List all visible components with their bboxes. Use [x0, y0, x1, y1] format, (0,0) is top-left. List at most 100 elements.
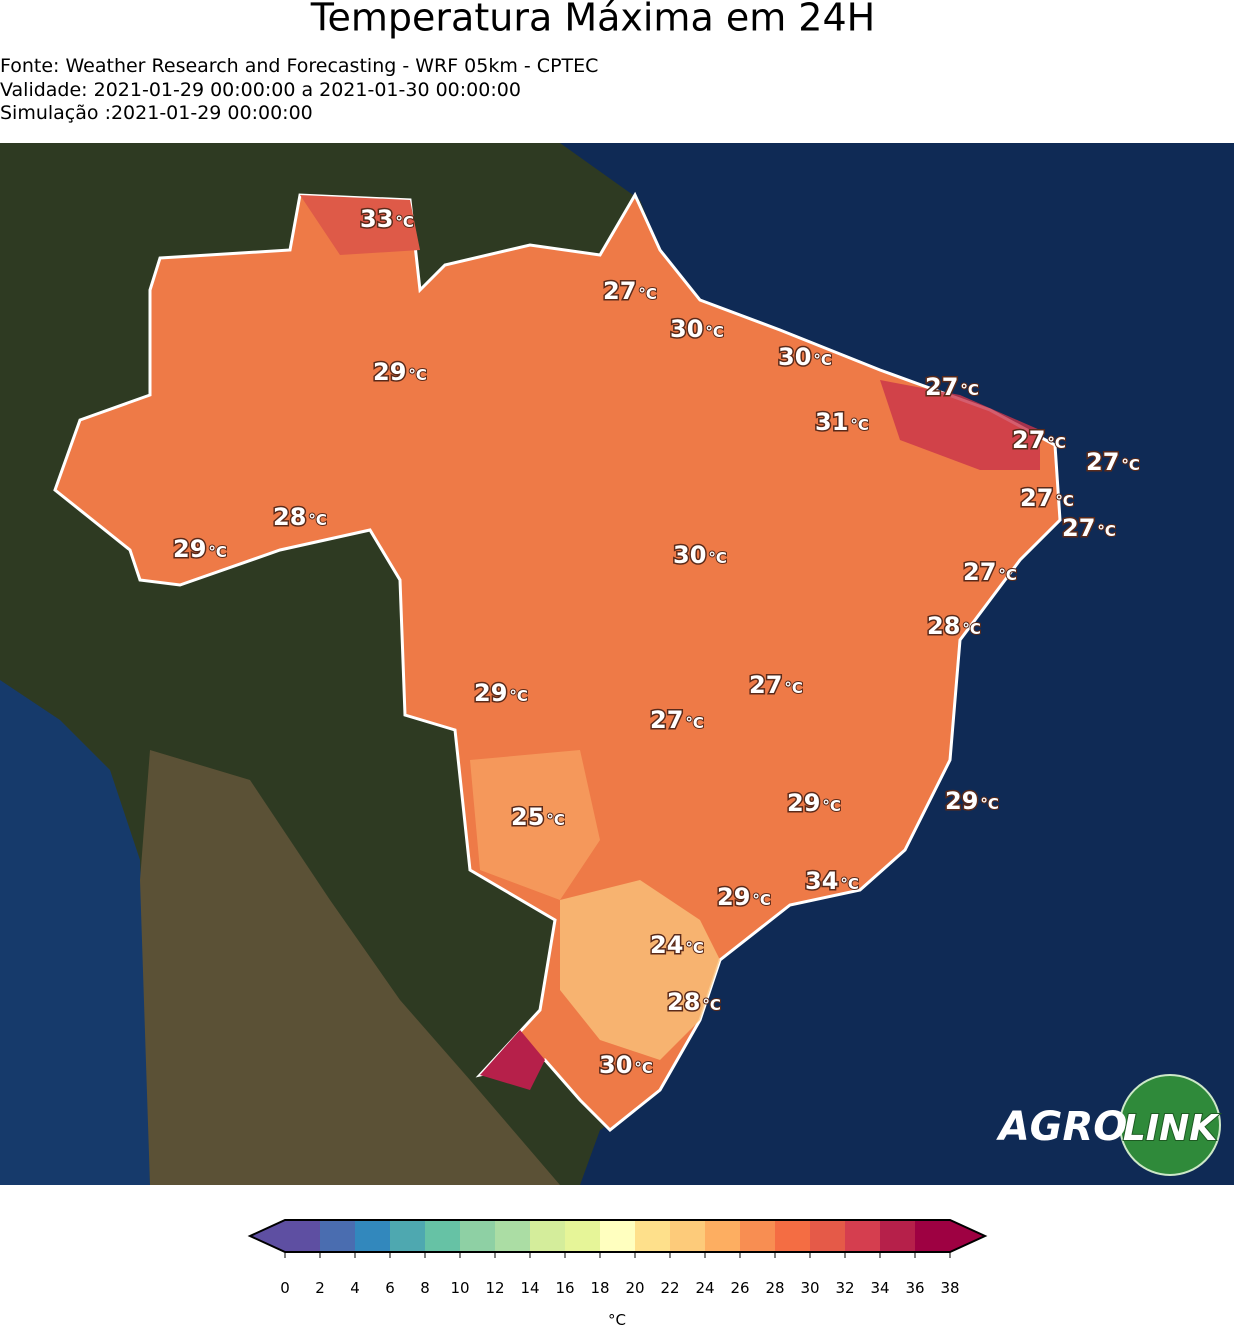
temperature-value: 29 [787, 789, 820, 817]
temperature-label: 27 °C [1012, 426, 1066, 454]
colorbar-max-arrow [950, 1220, 985, 1252]
temperature-unit: °C [705, 323, 724, 341]
temperature-unit: °C [1055, 492, 1074, 510]
colorbar-tick-label: 36 [905, 1279, 924, 1297]
temperature-unit: °C [395, 213, 414, 231]
temperature-unit: °C [822, 797, 841, 815]
colorbar-segment [810, 1220, 846, 1252]
simulation: Simulação :2021-01-29 00:00:00 [0, 102, 313, 124]
temperature-unit: °C [708, 549, 727, 567]
temperature-value: 29 [717, 883, 750, 911]
colorbar-tick-label: 24 [695, 1279, 714, 1297]
colorbar-segment [355, 1220, 391, 1252]
temperature-label: 27 °C [925, 373, 979, 401]
logo-text: LINK [1123, 1108, 1220, 1149]
temperature-label: 30 °C [670, 315, 724, 343]
colorbar-tick-label: 2 [315, 1279, 325, 1297]
temperature-value: 28 [927, 612, 960, 640]
temperature-unit: °C [1097, 522, 1116, 540]
colorbar-tick-label: 30 [800, 1279, 819, 1297]
temperature-unit: °C [408, 366, 427, 384]
temperature-value: 30 [599, 1051, 632, 1079]
temperature-value: 29 [373, 358, 406, 386]
colorbar: 0 2 4 6 8 10 12 14 16 18 20 22 24 26 28 30 32 34 36 38°C [247, 1219, 988, 1327]
temperature-label: 28 °C [273, 503, 327, 531]
temperature-label: 28 °C [667, 988, 721, 1016]
temperature-value: 29 [474, 679, 507, 707]
colorbar-segment [285, 1220, 321, 1252]
temperature-value: 31 [815, 408, 848, 436]
colorbar-segment [845, 1220, 881, 1252]
temperature-unit: °C [685, 714, 704, 732]
colorbar-tick-label: 38 [940, 1279, 959, 1297]
colorbar-segment [635, 1220, 671, 1252]
labels: 33 °C27 °C30 °C30 °C29 °C 27 °C31 °C27 °C27 °C27 °C… [172, 204, 1141, 1081]
temperature-unit: °C [850, 416, 869, 434]
temperature-unit: °C [1121, 456, 1140, 474]
colorbar-tick-label: 6 [385, 1279, 395, 1297]
pacific-ocean [0, 680, 150, 1185]
hot-area [880, 380, 1040, 470]
temperature-unit: °C [308, 511, 327, 529]
colorbar-segment [775, 1220, 811, 1252]
temperature-unit: °C [960, 381, 979, 399]
temperature-label: 28 °C [927, 612, 981, 640]
colorbar-tick-label: 22 [660, 1279, 679, 1297]
colorbar-tick-label: 34 [870, 1279, 889, 1297]
temperature-unit: °C [752, 891, 771, 909]
temperature-label: 27 °C [749, 671, 803, 699]
colorbar-segment [425, 1220, 461, 1252]
colorbar-segment [460, 1220, 496, 1252]
logo: AGRO LINK [996, 1074, 1221, 1176]
temperature-value: 29 [945, 787, 978, 815]
andes-region [140, 750, 560, 1185]
source: Fonte: Weather Research and Forecasting … [0, 55, 598, 77]
temperature-label: 24 °C [650, 931, 704, 959]
temperature-unit: °C [980, 795, 999, 813]
temperature-value: 29 [173, 535, 206, 563]
temperature-unit: °C [784, 679, 803, 697]
temperature-label: 27 °C [963, 558, 1017, 586]
temperature-label: 33 °C [360, 205, 414, 233]
temperature-value: 27 [963, 558, 996, 586]
colorbar-tick-label: 26 [730, 1279, 749, 1297]
colorbar-segment [390, 1220, 426, 1252]
colorbar-segment [880, 1220, 916, 1252]
temperature-value: 30 [670, 315, 703, 343]
temperature-label: 30 °C [599, 1051, 653, 1079]
temperature-value: 30 [778, 343, 811, 371]
temperature-value: 28 [667, 988, 700, 1016]
temperature-unit: °C [208, 543, 227, 561]
temperature-value: 27 [1020, 484, 1053, 512]
validity: Validade: 2021-01-29 00:00:00 a 2021-01-… [0, 79, 521, 101]
colorbar-tick-label: 0 [280, 1279, 290, 1297]
temperature-label: 27 °C [603, 277, 657, 305]
logo-text: AGRO [996, 1104, 1128, 1150]
temperature-value: 28 [273, 503, 306, 531]
temperature-unit: °C [634, 1059, 653, 1077]
colorbar-tick-label: 16 [555, 1279, 574, 1297]
colorbar-segment [565, 1220, 601, 1252]
temperature-value: 27 [1086, 448, 1119, 476]
colorbar-tick-label: 20 [625, 1279, 644, 1297]
temperature-label: 27 °C [1062, 514, 1116, 542]
colorbar-segment [915, 1220, 951, 1252]
temperature-value: 33 [360, 205, 393, 233]
temperature-value: 27 [650, 706, 683, 734]
temperature-unit: °C [702, 996, 721, 1014]
temperature-label: 27 °C [650, 706, 704, 734]
temperature-value: 34 [805, 867, 838, 895]
temperature-label: 29 °C [787, 789, 841, 817]
temperature-unit: °C [998, 566, 1017, 584]
title: Temperatura Máxima em 24H [310, 0, 875, 40]
colorbar-segment [320, 1220, 356, 1252]
temperature-value: 27 [925, 373, 958, 401]
temperature-label: 29 °C [474, 679, 528, 707]
temperature-label: 25 °C [511, 803, 565, 831]
temperature-label: 31 °C [815, 408, 869, 436]
hot-area [300, 195, 420, 255]
ocean [470, 143, 1234, 1185]
temperature-value: 27 [749, 671, 782, 699]
colorbar-tick-label: 8 [420, 1279, 430, 1297]
